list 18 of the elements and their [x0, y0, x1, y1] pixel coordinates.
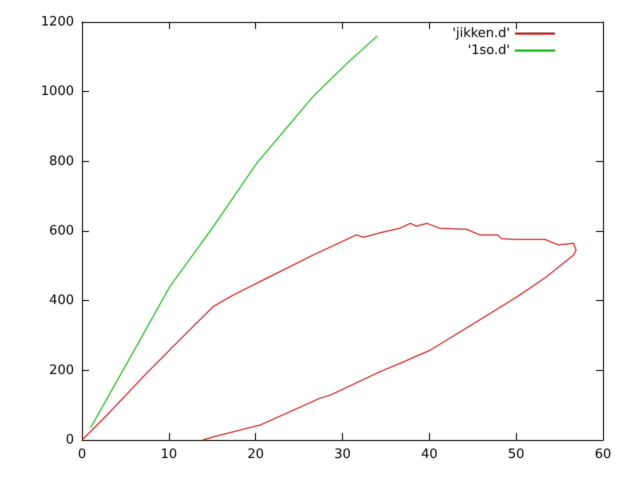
- x-tick-label: 50: [508, 447, 524, 462]
- x-tick-label: 40: [421, 447, 438, 462]
- legend-label: '1so.d': [468, 43, 510, 58]
- y-tick-label: 1200: [40, 14, 74, 30]
- legend-label: 'jikken.d': [452, 26, 510, 41]
- y-tick-label: 1000: [40, 84, 74, 100]
- x-tick-label: 30: [334, 447, 351, 462]
- y-tick-label: 0: [66, 432, 74, 448]
- y-tick-label: 600: [49, 224, 74, 238]
- y-tick-label: 200: [49, 362, 74, 378]
- x-tick-label: 20: [247, 447, 264, 462]
- y-tick-label: 800: [49, 154, 74, 169]
- x-tick-label: 60: [594, 447, 612, 462]
- line-series: [90, 35, 378, 428]
- x-tick-label: 10: [160, 447, 178, 462]
- y-tick-label: 400: [49, 293, 74, 308]
- x-tick-label: 0: [78, 447, 86, 462]
- line-series: [82, 222, 577, 440]
